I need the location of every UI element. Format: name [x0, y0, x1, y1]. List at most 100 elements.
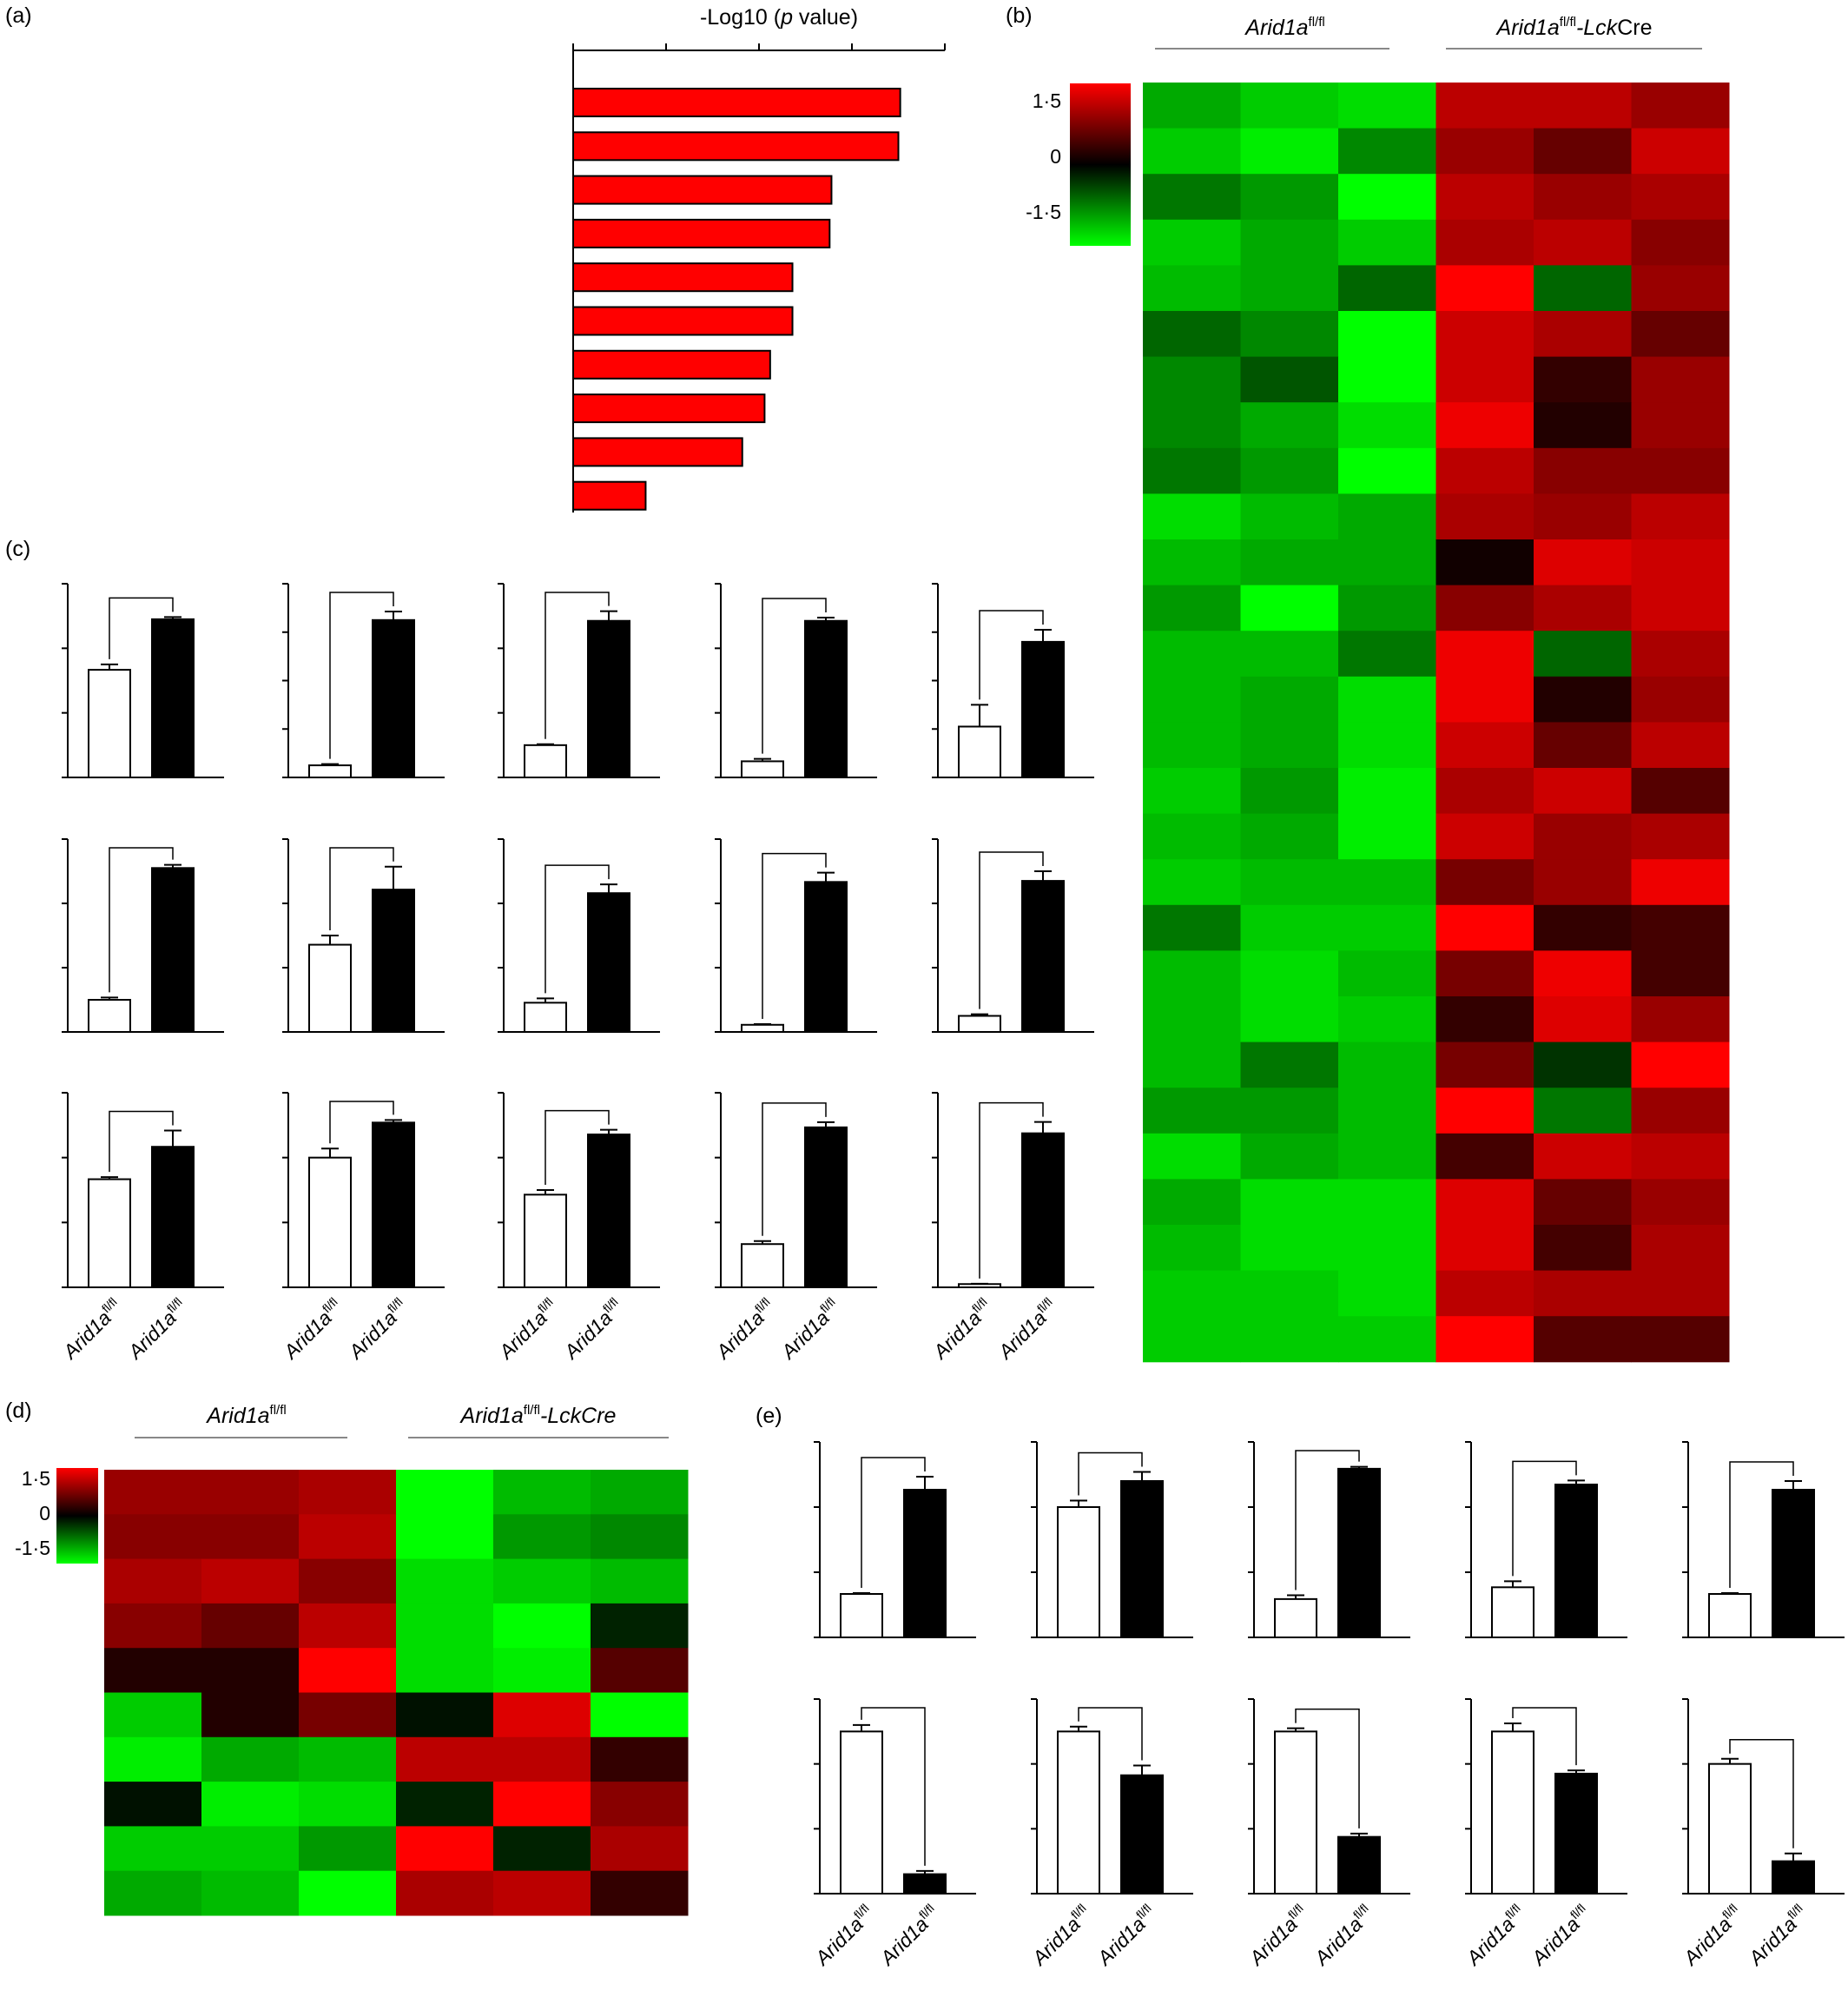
heatmap-d-cell — [591, 1648, 689, 1693]
significance-bracket — [979, 610, 1044, 700]
control-bar — [958, 725, 1001, 779]
heatmap-b-cell — [1436, 1270, 1534, 1317]
x-label-control: Arid1afl/fl — [927, 1294, 996, 1364]
significance-bracket — [1078, 1707, 1143, 1761]
heatmap-d-cell — [493, 1692, 591, 1738]
x-label-knockout: Arid1afl/fl — [558, 1294, 627, 1364]
heatmap-d-cell — [104, 1603, 202, 1649]
significance-bracket — [544, 592, 610, 739]
significance-bracket — [762, 1102, 827, 1236]
heatmap-b-cell — [1436, 1041, 1534, 1088]
knockout-bar — [1021, 1132, 1065, 1288]
control-bar — [958, 1283, 1001, 1289]
heatmap-b-cell — [1631, 1316, 1730, 1363]
heatmap-b-cell — [1436, 904, 1534, 951]
significance-bracket — [1512, 1460, 1577, 1577]
heatmap-d-cell — [493, 1826, 591, 1872]
knockout-bar — [1554, 1484, 1598, 1638]
significance-bracket — [1729, 1461, 1794, 1588]
heatmap-b-cell — [1436, 631, 1534, 678]
significance-bracket — [1295, 1450, 1360, 1590]
heatmap-b-cell — [1534, 585, 1632, 632]
panel-a-label: (a) — [5, 3, 32, 28]
heatmap-b-cell — [1534, 402, 1632, 449]
heatmap-b-cell — [1534, 676, 1632, 723]
heatmap-b-cell — [1240, 493, 1339, 540]
significance-bracket — [544, 864, 610, 994]
pathway-bar — [572, 480, 647, 511]
heatmap-b-cell — [1143, 722, 1241, 769]
heatmap-b-scale-low: -1·5 — [1026, 201, 1061, 223]
heatmap-b-cell — [1631, 447, 1730, 494]
heatmap-b-cell — [1143, 493, 1241, 540]
significance-bracket — [1512, 1707, 1577, 1766]
heatmap-b-cell — [1436, 83, 1534, 129]
heatmap-b-cell — [1631, 356, 1730, 403]
x-label-knockout: Arid1afl/fl — [775, 1294, 844, 1364]
pathway-bar — [572, 262, 794, 293]
x-label-control: Arid1afl/fl — [1026, 1901, 1095, 1970]
pathway-bar — [572, 306, 794, 336]
pathway-bar — [572, 218, 831, 248]
heatmap-b-cell — [1338, 950, 1436, 997]
heatmap-b-cell — [1534, 1270, 1632, 1317]
significance-bracket — [861, 1457, 926, 1588]
knockout-bar — [151, 1146, 195, 1288]
heatmap-d-cell — [591, 1603, 689, 1649]
heatmap-d-cell — [591, 1736, 689, 1782]
heatmap-b-cell — [1240, 539, 1339, 586]
knockout-bar — [804, 881, 848, 1033]
heatmap-b-cell — [1338, 1179, 1436, 1226]
heatmap-d-cell — [299, 1692, 397, 1738]
control-bar — [1057, 1506, 1100, 1638]
x-label-knockout: Arid1afl/fl — [992, 1294, 1061, 1364]
x-label-knockout: Arid1afl/fl — [1091, 1901, 1160, 1970]
heatmap-b-cell — [1436, 996, 1534, 1043]
control-bar — [88, 999, 131, 1033]
pathway-axis-title: -Log10 (p value) — [700, 5, 858, 30]
knockout-bar — [587, 892, 630, 1034]
heatmap-b-cell — [1338, 83, 1436, 129]
heatmap-b-cell — [1143, 1270, 1241, 1317]
heatmap-b-cell — [1338, 447, 1436, 494]
heatmap-b-cell — [1240, 768, 1339, 815]
heatmap-d-cell — [396, 1826, 494, 1872]
knockout-bar — [1337, 1467, 1381, 1638]
pathway-bar — [572, 393, 766, 424]
heatmap-b-cell — [1631, 859, 1730, 906]
heatmap-b-cell — [1240, 1316, 1339, 1363]
heatmap-d-cell — [201, 1736, 300, 1782]
heatmap-d-cell — [591, 1870, 689, 1916]
heatmap-b-cell — [1143, 996, 1241, 1043]
heatmap-d-cell — [493, 1603, 591, 1649]
pathway-bars — [572, 88, 901, 511]
heatmap-b-cell — [1534, 219, 1632, 266]
control-bar — [308, 764, 352, 778]
control-bar — [741, 1023, 784, 1034]
heatmap-b-cell — [1338, 676, 1436, 723]
heatmap-b-cell — [1338, 768, 1436, 815]
heatmap-d-cell — [104, 1736, 202, 1782]
control-bar — [1274, 1730, 1317, 1895]
heatmap-b-cell — [1240, 996, 1339, 1043]
heatmap-b-cell — [1631, 265, 1730, 312]
heatmap-b-cell — [1143, 128, 1241, 175]
heatmap-d-cell — [396, 1648, 494, 1693]
significance-bracket — [109, 1110, 174, 1173]
heatmap-b-cell — [1240, 676, 1339, 723]
knockout-bar — [1337, 1835, 1381, 1895]
heatmap-b-cell — [1534, 1179, 1632, 1226]
pathway-bar — [572, 131, 900, 162]
heatmap-b-cell — [1436, 1225, 1534, 1272]
heatmap-d-cell — [493, 1736, 591, 1782]
heatmap-b-cell — [1631, 813, 1730, 860]
heatmap-d-scale-low: -1·5 — [15, 1537, 50, 1559]
heatmap-d-cell — [201, 1514, 300, 1560]
heatmap-d-group-ko: Arid1afl/fl-LckCre — [459, 1403, 617, 1428]
heatmap-b-cell — [1534, 265, 1632, 312]
heatmap-b-cell — [1338, 539, 1436, 586]
heatmap-d-cell — [591, 1692, 689, 1738]
heatmap-b-cell — [1534, 950, 1632, 997]
heatmap-d-cell — [396, 1558, 494, 1604]
